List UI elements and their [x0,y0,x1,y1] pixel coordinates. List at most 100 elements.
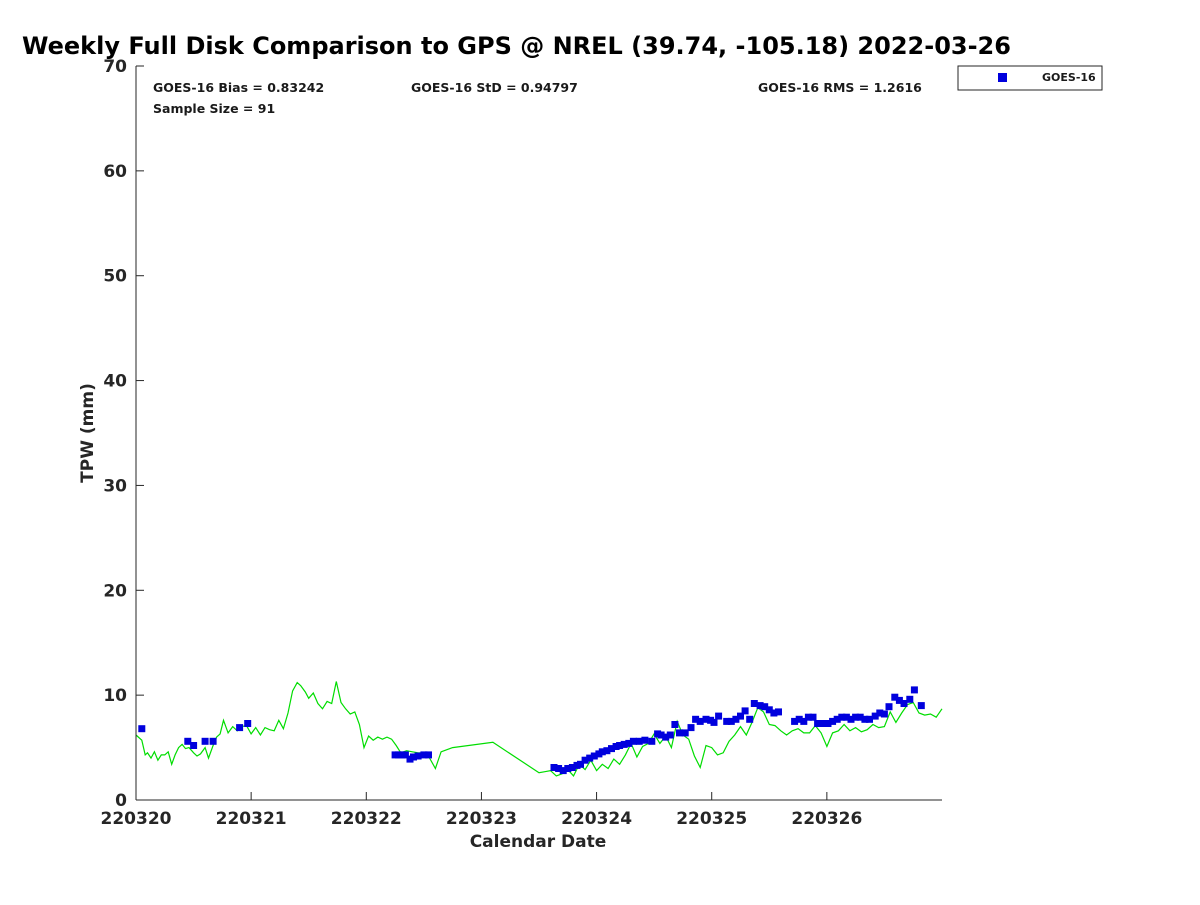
goes16-point [770,709,778,717]
goes16-point [900,700,908,707]
plot-content [135,681,943,777]
goes16-point [814,720,822,727]
y-tick-label: 20 [103,581,127,601]
goes16-point [201,737,209,745]
goes16-point [577,760,584,768]
goes16-point [756,702,764,710]
goes16-point [885,703,893,711]
goes16-point [559,767,567,775]
y-tick-label: 70 [103,57,127,77]
goes16-point [629,737,637,745]
goes16-point [590,752,598,760]
goes16-point [765,706,773,714]
y-axis-ticks: 0 10 20 30 40 50 60 70 [103,57,144,811]
goes16-point [550,764,558,771]
goes16-point [804,713,812,721]
x-axis-ticks: 220320 220321 220322 220323 220324 220325 2203… [101,792,862,829]
y-tick-label: 30 [103,476,127,496]
goes16-point [625,739,633,747]
goes16-point [791,717,799,725]
goes16-point [715,712,723,720]
goes16-point [710,718,718,726]
goes16-point [244,720,252,727]
y-tick-label: 40 [103,372,127,392]
goes16-point [838,713,846,721]
y-tick-label: 10 [103,686,127,706]
goes16-point [750,700,758,707]
goes16-point [598,748,606,756]
goes16-point [641,736,649,744]
goes16-point [891,693,899,701]
x-tick-label: 220325 [676,809,747,829]
goes16-point [866,715,873,723]
goes16-point [608,745,615,753]
goes16-point [824,720,832,727]
x-tick-label: 220322 [331,809,402,829]
goes16-point [746,715,754,723]
goes16-point [555,765,563,772]
goes16-point [190,742,198,749]
goes16-point [819,720,827,727]
goes16-point [910,686,918,694]
goes16-point [184,737,192,745]
x-tick-label: 220320 [101,809,172,829]
goes16-point [833,715,841,723]
goes16-point [861,715,869,723]
goes16-point [603,747,611,755]
goes16-point [138,725,146,733]
y-tick-label: 0 [115,791,127,811]
goes16-point [692,715,700,723]
x-tick-label: 220326 [791,809,862,829]
goes16-point [236,724,244,732]
goes16-point [676,729,683,737]
x-tick-label: 220324 [561,809,632,829]
goes16-point [410,753,417,761]
goes16-point [425,751,432,759]
x-tick-label: 220323 [446,809,517,829]
legend-entry-goes16: GOES-16 [1042,71,1096,84]
y-tick-label: 50 [103,267,127,287]
goes16-point [581,756,589,764]
goes16-point [856,713,864,721]
x-tick-label: 220321 [216,809,287,829]
goes16-point [568,764,576,771]
goes16-point [671,721,679,728]
goes16-point [586,754,594,762]
goes16-point [809,713,817,721]
legend-box [957,65,1103,91]
rms-annotation: GOES-16 RMS = 1.2616 [758,80,922,95]
goes16-point [829,717,837,725]
goes16-point [800,717,808,725]
goes16-point [847,715,855,723]
goes16-point [842,713,850,721]
gps-series-line [135,681,943,777]
goes16-point [895,696,903,704]
goes16-point [795,715,803,723]
goes16-point [727,717,735,725]
goes16-point [871,712,879,720]
goes16-point [209,737,217,745]
sample-size-annotation: Sample Size = 91 [153,101,275,116]
goes16-point [564,765,572,772]
goes16-point [620,740,628,748]
legend-marker-goes16 [998,73,1007,82]
goes16-point [702,715,710,723]
goes16-point [741,707,749,715]
goes16-point [401,751,409,759]
goes16-point [696,717,704,725]
plot-area [136,66,942,800]
std-annotation: GOES-16 StD = 0.94797 [411,80,578,95]
goes16-point [657,731,665,739]
goes16-point [648,737,656,745]
goes16-point [687,724,695,732]
goes16-point [761,703,769,711]
goes16-point [635,737,643,745]
goes16-point [906,695,914,703]
goes16-point [917,702,925,710]
goes16-point [414,752,422,760]
goes16-point [732,715,740,723]
goes16-point [737,712,744,720]
goes16-point [852,713,860,721]
